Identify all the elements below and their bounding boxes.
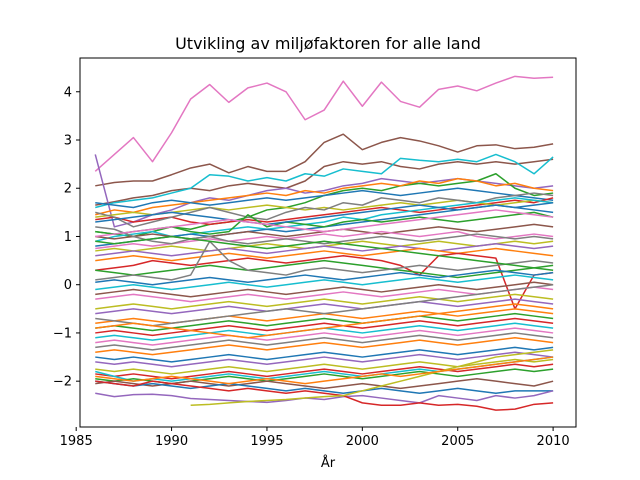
series-line-28 <box>95 293 554 310</box>
x-tick-label: 2000 <box>346 434 379 449</box>
series-line-40 <box>95 363 554 380</box>
series-line-36 <box>95 337 554 356</box>
y-axis: −2 −1 0 1 2 3 4 <box>53 85 80 390</box>
series-line-53 <box>95 209 554 238</box>
x-axis: 1985 1990 1995 2000 2005 2010 <box>60 427 570 449</box>
x-tick-label: 1990 <box>155 434 188 449</box>
series-line-44 <box>95 380 554 394</box>
series-line-34 <box>95 327 554 346</box>
chart-title: Utvikling av miljøfaktoren for alle land <box>175 34 481 53</box>
series-line-49 <box>95 283 554 327</box>
series-line-47 <box>190 349 554 407</box>
series-line-1 <box>94 75 554 172</box>
y-tick-label: −2 <box>53 375 72 390</box>
series-line-50 <box>95 235 554 271</box>
series-line-24 <box>95 269 554 286</box>
series-line-46 <box>95 380 554 411</box>
y-tick-label: −1 <box>53 326 72 341</box>
y-tick-label: 1 <box>64 230 72 245</box>
series-line-25 <box>95 274 554 291</box>
series-line-38 <box>95 351 554 368</box>
series-line-51 <box>95 303 554 339</box>
series-line-2 <box>95 133 554 187</box>
series-line-39 <box>95 358 554 375</box>
series-line-7 <box>95 177 554 216</box>
y-tick-label: 3 <box>64 134 72 149</box>
series-line-32 <box>95 317 554 337</box>
y-tick-label: 2 <box>64 182 72 197</box>
x-axis-label: År <box>321 455 336 471</box>
x-tick-label: 2010 <box>537 434 570 449</box>
series-line-4 <box>95 153 554 209</box>
series-line-45 <box>95 390 554 404</box>
series-line-21 <box>95 252 554 310</box>
series-line-23 <box>95 240 554 281</box>
x-tick-label: 1995 <box>250 434 283 449</box>
series-line-52 <box>95 204 554 226</box>
series-line-19 <box>95 242 554 257</box>
series-line-29 <box>95 298 554 315</box>
y-tick-label: 0 <box>64 278 72 293</box>
series-line-17 <box>95 226 554 245</box>
series-line-37 <box>95 346 554 363</box>
series-line-48 <box>95 356 554 385</box>
series-line-35 <box>95 332 554 351</box>
x-tick-label: 1985 <box>60 434 93 449</box>
y-tick-label: 4 <box>64 85 72 100</box>
series-layer <box>94 75 554 411</box>
series-line-26 <box>95 281 554 298</box>
series-line-3 <box>95 158 554 206</box>
plot-frame <box>79 57 577 428</box>
series-line-22 <box>95 259 554 279</box>
x-tick-label: 2005 <box>441 434 474 449</box>
series-line-20 <box>95 247 554 262</box>
series-line-8 <box>95 187 554 209</box>
